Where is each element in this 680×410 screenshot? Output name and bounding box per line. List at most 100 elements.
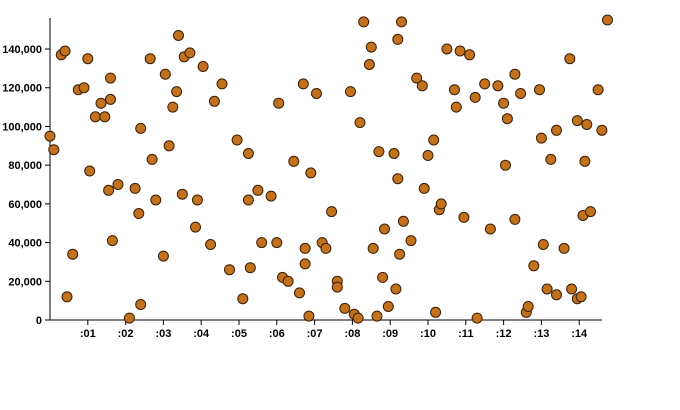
data-point (242, 194, 254, 206)
data-point (112, 179, 124, 190)
data-point (498, 97, 510, 109)
data-point (294, 287, 305, 299)
data-point (82, 53, 94, 65)
data-point (382, 301, 394, 312)
data-point (551, 124, 562, 136)
data-point (454, 45, 466, 57)
data-point (558, 242, 570, 254)
data-point (602, 14, 613, 26)
data-point (167, 101, 179, 113)
data-point (416, 80, 428, 92)
x-tick-label: :09 (382, 328, 398, 340)
data-point (67, 248, 79, 260)
data-point (458, 211, 470, 223)
y-tick-label: 40,000 (8, 238, 42, 250)
data-point (411, 72, 423, 84)
data-point (535, 132, 547, 144)
data-point (150, 194, 162, 206)
data-point (146, 153, 158, 165)
data-point (273, 97, 285, 109)
data-point (78, 82, 90, 94)
data-point (509, 68, 521, 80)
data-point (363, 59, 375, 70)
x-tick-label: :08 (344, 328, 360, 340)
data-point (299, 258, 311, 270)
data-point (509, 213, 521, 225)
data-point (297, 78, 309, 90)
data-point (571, 115, 583, 127)
x-tick-label: :07 (307, 328, 323, 340)
data-point (163, 140, 175, 152)
data-point (173, 30, 184, 41)
data-point (265, 190, 277, 202)
x-axis: :01:02:03:04:05:06:07:08:09:10:11:12:13:… (50, 319, 602, 340)
data-point (242, 148, 254, 159)
data-point (596, 124, 608, 136)
data-point (501, 113, 513, 125)
data-point (354, 117, 366, 129)
data-point (105, 72, 116, 84)
y-tick-label: 100,000 (2, 121, 42, 133)
data-point (367, 242, 379, 254)
y-tick-label: 120,000 (2, 83, 42, 95)
data-point (534, 84, 545, 96)
x-tick-label: :04 (193, 328, 210, 340)
data-point (449, 84, 460, 96)
data-point (299, 242, 311, 254)
y-tick-label: 140,000 (2, 44, 42, 56)
data-point (44, 130, 56, 142)
data-point (464, 49, 476, 61)
y-tick-label: 80,000 (8, 160, 42, 172)
data-point (311, 88, 322, 99)
y-tick-label: 20,000 (8, 276, 42, 288)
data-point (515, 88, 527, 99)
data-point (256, 237, 268, 249)
data-point (435, 198, 447, 210)
x-tick-label: :14 (571, 328, 588, 340)
data-point (405, 235, 417, 247)
data-point (379, 223, 390, 235)
data-point (545, 153, 557, 165)
data-point (184, 47, 196, 59)
data-point (428, 134, 440, 146)
data-point (392, 33, 404, 45)
data-point (135, 299, 147, 310)
x-tick-label: :03 (155, 328, 171, 340)
data-point (377, 271, 389, 283)
data-point (105, 93, 116, 105)
data-point (450, 101, 462, 113)
data-point (479, 78, 491, 90)
data-point (396, 16, 407, 28)
data-point (422, 150, 434, 161)
data-point (216, 78, 228, 90)
data-point (579, 155, 591, 167)
data-point (575, 291, 587, 303)
data-points (44, 14, 613, 324)
data-point (48, 144, 60, 156)
data-point (566, 283, 578, 295)
data-point (418, 182, 430, 194)
data-point (244, 262, 256, 274)
data-point (99, 111, 111, 123)
data-point (135, 122, 147, 134)
x-tick-label: :06 (269, 328, 285, 340)
data-point (288, 155, 300, 167)
data-point (326, 206, 338, 218)
data-point (392, 173, 404, 185)
data-point (171, 86, 183, 98)
data-point (397, 215, 409, 227)
data-point (305, 167, 317, 179)
data-point (585, 206, 596, 218)
data-point (551, 289, 562, 301)
data-point (159, 68, 171, 80)
data-point (191, 194, 203, 206)
data-point (89, 111, 101, 123)
data-point (224, 264, 235, 276)
data-point (176, 188, 188, 200)
data-point (492, 80, 504, 92)
data-point (61, 291, 73, 303)
data-point (331, 281, 343, 293)
data-point (231, 134, 243, 146)
data-point (103, 184, 115, 196)
